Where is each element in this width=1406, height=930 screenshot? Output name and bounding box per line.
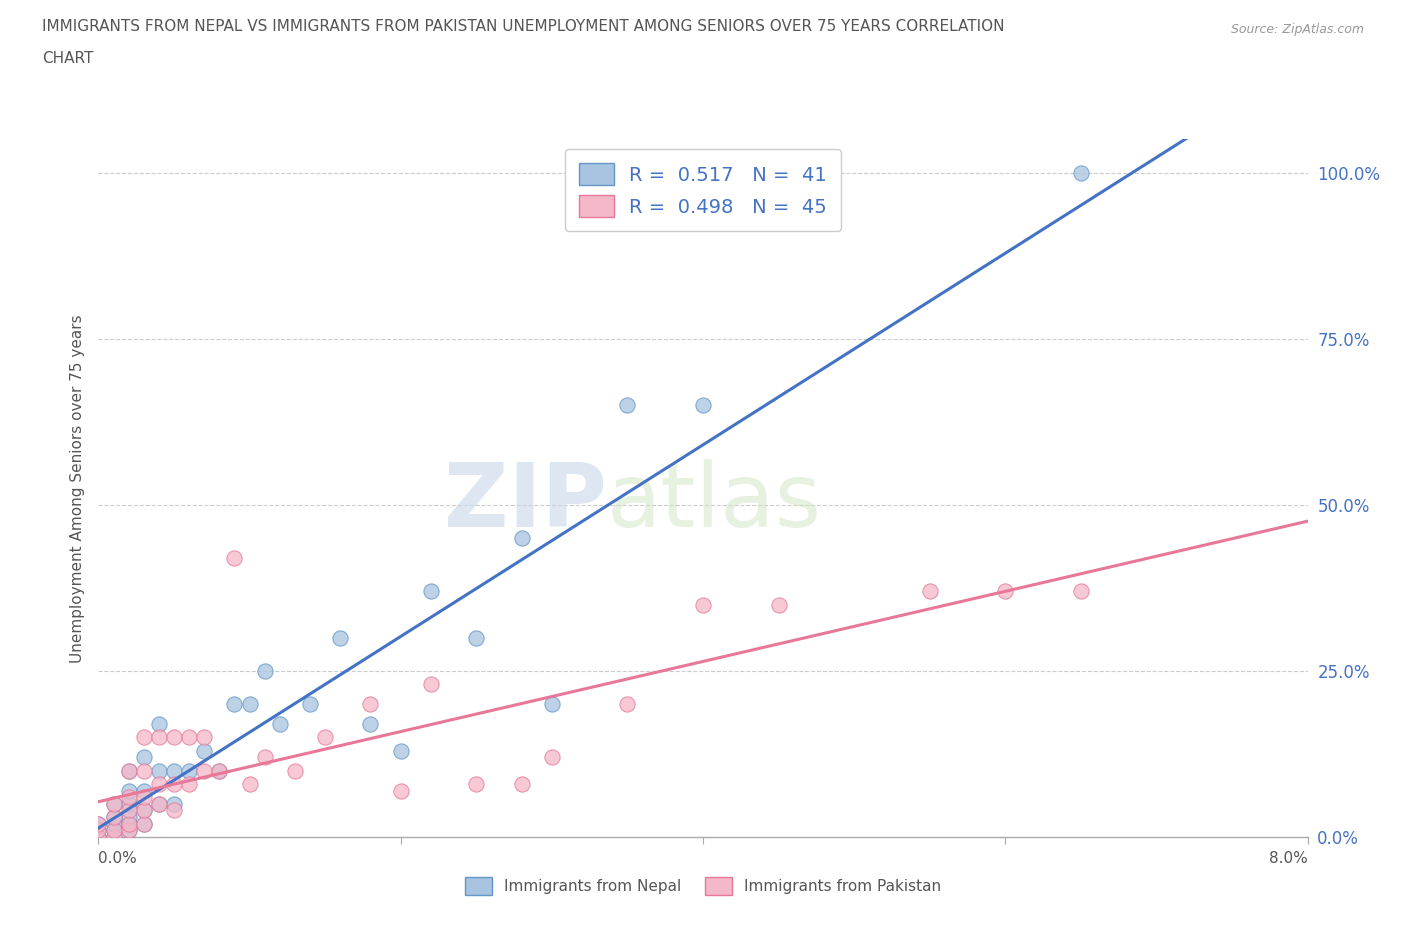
Point [87, 817, 110, 831]
Point [1070, 584, 1092, 599]
Point [148, 796, 170, 811]
Point [163, 796, 186, 811]
Text: Source: ZipAtlas.com: Source: ZipAtlas.com [1230, 23, 1364, 36]
Y-axis label: Unemployment Among Seniors over 75 years: Unemployment Among Seniors over 75 years [69, 314, 84, 662]
Point [768, 597, 790, 612]
Point [103, 810, 125, 825]
Point [148, 777, 170, 791]
Point [118, 796, 141, 811]
Point [132, 750, 155, 764]
Point [224, 697, 246, 711]
Text: CHART: CHART [42, 51, 94, 66]
Point [132, 790, 155, 804]
Point [118, 783, 141, 798]
Point [118, 817, 141, 831]
Point [239, 777, 262, 791]
Point [103, 823, 125, 838]
Point [510, 531, 533, 546]
Point [87, 817, 110, 831]
Point [269, 717, 291, 732]
Point [419, 677, 441, 692]
Text: IMMIGRANTS FROM NEPAL VS IMMIGRANTS FROM PAKISTAN UNEMPLOYMENT AMONG SENIORS OVE: IMMIGRANTS FROM NEPAL VS IMMIGRANTS FROM… [42, 19, 1005, 33]
Point [103, 796, 125, 811]
Point [118, 810, 141, 825]
Point [692, 398, 714, 413]
Point [118, 790, 141, 804]
Point [389, 743, 412, 758]
Point [193, 764, 215, 778]
Point [87, 823, 110, 838]
Point [465, 777, 488, 791]
Point [118, 817, 141, 831]
Point [253, 663, 276, 678]
Point [148, 730, 170, 745]
Text: ZIP: ZIP [443, 458, 606, 546]
Point [239, 697, 262, 711]
Point [163, 803, 186, 817]
Point [87, 830, 110, 844]
Legend: R =  0.517   N =  41, R =  0.498   N =  45: R = 0.517 N = 41, R = 0.498 N = 45 [565, 149, 841, 231]
Point [994, 584, 1017, 599]
Point [1070, 166, 1092, 180]
Point [118, 823, 141, 838]
Point [103, 830, 125, 844]
Point [132, 803, 155, 817]
Point [179, 777, 201, 791]
Point [132, 803, 155, 817]
Point [132, 730, 155, 745]
Point [118, 764, 141, 778]
Point [616, 398, 638, 413]
Point [118, 803, 141, 817]
Point [179, 730, 201, 745]
Point [103, 817, 125, 831]
Point [118, 823, 141, 838]
Point [148, 764, 170, 778]
Point [510, 777, 533, 791]
Point [692, 597, 714, 612]
Point [299, 697, 322, 711]
Point [163, 777, 186, 791]
Point [193, 743, 215, 758]
Point [918, 584, 941, 599]
Point [359, 697, 381, 711]
Point [148, 796, 170, 811]
Point [132, 783, 155, 798]
Point [163, 730, 186, 745]
Point [284, 764, 307, 778]
Point [208, 764, 231, 778]
Point [103, 810, 125, 825]
Point [132, 817, 155, 831]
Point [193, 730, 215, 745]
Point [163, 764, 186, 778]
Point [419, 584, 441, 599]
Legend: Immigrants from Nepal, Immigrants from Pakistan: Immigrants from Nepal, Immigrants from P… [456, 868, 950, 904]
Point [103, 823, 125, 838]
Point [540, 750, 562, 764]
Point [87, 830, 110, 844]
Point [208, 764, 231, 778]
Point [148, 717, 170, 732]
Point [389, 783, 412, 798]
Point [253, 750, 276, 764]
Point [465, 631, 488, 645]
Point [359, 717, 381, 732]
Point [616, 697, 638, 711]
Point [224, 551, 246, 565]
Point [314, 730, 336, 745]
Text: 0.0%: 0.0% [98, 851, 138, 866]
Point [103, 830, 125, 844]
Point [87, 823, 110, 838]
Text: 8.0%: 8.0% [1268, 851, 1308, 866]
Point [329, 631, 352, 645]
Point [118, 764, 141, 778]
Point [132, 764, 155, 778]
Text: atlas: atlas [606, 458, 821, 546]
Point [540, 697, 562, 711]
Point [103, 796, 125, 811]
Point [179, 764, 201, 778]
Point [132, 817, 155, 831]
